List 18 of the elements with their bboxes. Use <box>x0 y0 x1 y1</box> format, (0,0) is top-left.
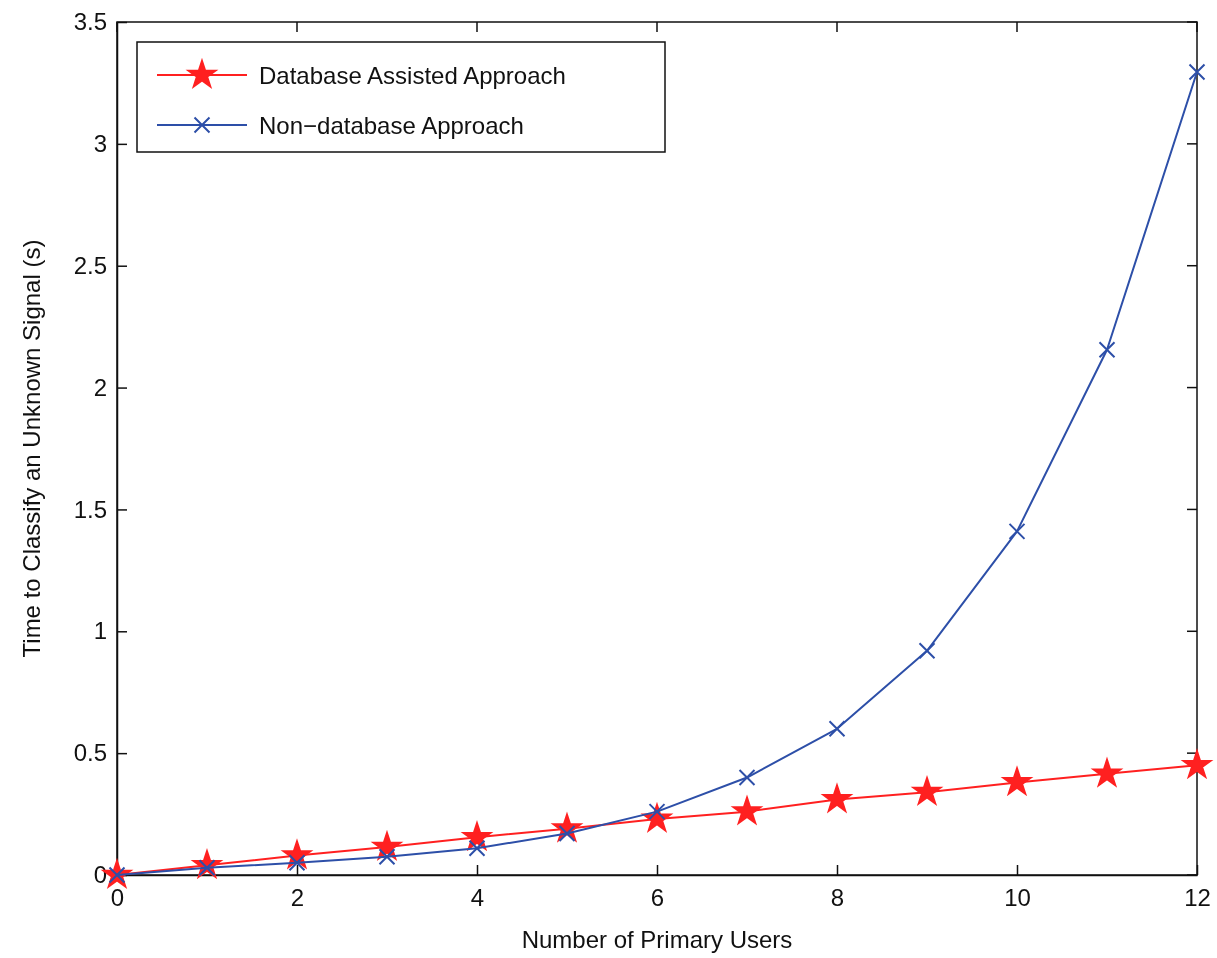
x-tick-label: 10 <box>1004 884 1031 912</box>
y-tick-label: 3 <box>93 130 107 158</box>
y-tick-label: 2.5 <box>73 251 107 279</box>
legend-label: Non−database Approach <box>259 112 524 139</box>
y-tick-label: 2 <box>93 373 107 401</box>
y-tick-label: 1 <box>93 617 107 645</box>
y-tick-label: 3.5 <box>73 8 107 36</box>
x-tick-label: 6 <box>650 884 665 912</box>
x-axis-title: Number of Primary Users <box>521 926 793 953</box>
y-tick-label: 0.5 <box>73 739 107 767</box>
legend-label: Database Assisted Approach <box>259 62 566 89</box>
y-tick-label: 1.5 <box>73 495 107 523</box>
x-tick-label: 4 <box>470 884 485 912</box>
x-tick-label: 2 <box>290 884 305 912</box>
x-tick-label: 12 <box>1184 884 1211 912</box>
x-tick-label: 0 <box>110 884 125 912</box>
y-axis-title: Time to Classify an Unknown Signal (s) <box>18 239 45 658</box>
x-tick-label: 8 <box>830 884 845 912</box>
